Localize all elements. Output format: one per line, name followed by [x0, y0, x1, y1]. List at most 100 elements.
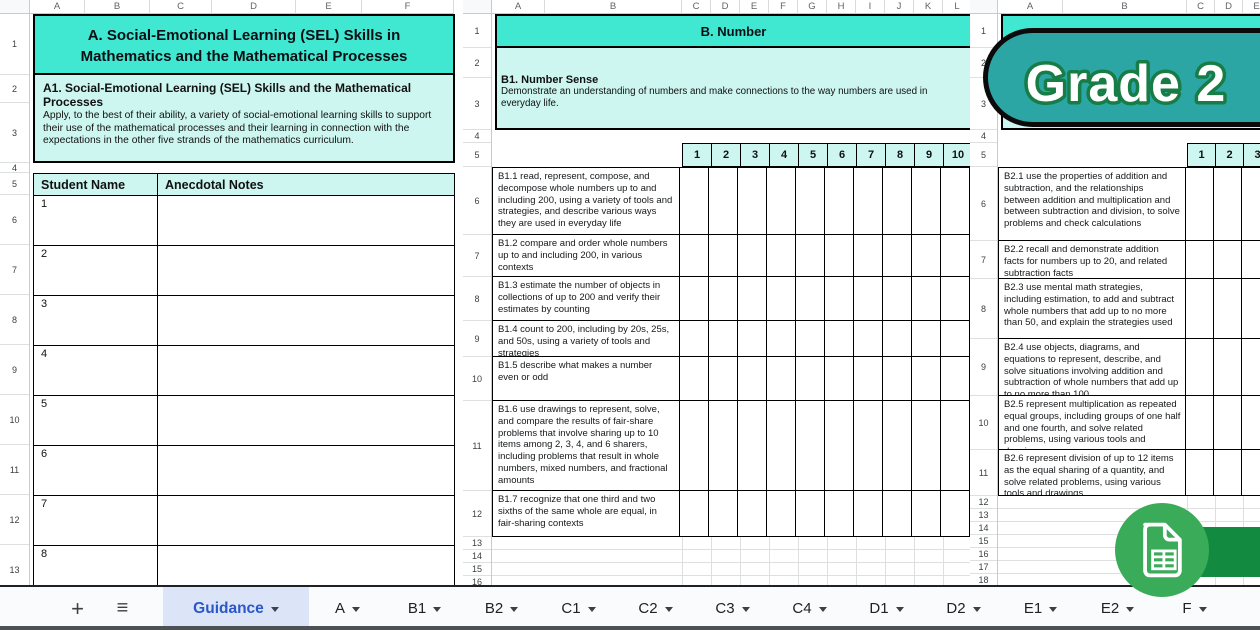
score-column-header[interactable]: 2: [712, 143, 741, 167]
row-header[interactable]: 3: [0, 103, 29, 163]
student-name-cell[interactable]: 8: [34, 546, 158, 585]
sheet-tab[interactable]: C2: [617, 587, 694, 630]
expectation-text-cell[interactable]: B2.1 use the properties of addition and …: [999, 168, 1186, 240]
row-header[interactable]: 2: [463, 48, 491, 78]
row-header[interactable]: 4: [0, 163, 29, 173]
row-header[interactable]: 12: [970, 496, 997, 509]
row-header[interactable]: 13: [463, 537, 491, 550]
score-cells[interactable]: [680, 401, 970, 490]
column-header[interactable]: F: [362, 0, 454, 14]
row-header[interactable]: 15: [463, 563, 491, 576]
overall-expectation-cell[interactable]: A1. Social-Emotional Learning (SEL) Skil…: [33, 75, 455, 163]
column-header[interactable]: I: [856, 0, 885, 14]
column-header[interactable]: H: [827, 0, 856, 14]
expectation-text-cell[interactable]: B1.2 compare and order whole numbers up …: [493, 235, 680, 276]
row-header[interactable]: 8: [970, 279, 997, 339]
row-header[interactable]: 7: [463, 235, 491, 277]
sheet-tab[interactable]: C1: [540, 587, 617, 630]
score-column-header[interactable]: 5: [799, 143, 828, 167]
score-column-header[interactable]: 9: [915, 143, 944, 167]
row-header[interactable]: 16: [463, 576, 491, 585]
row-header[interactable]: 11: [0, 445, 29, 495]
score-cells[interactable]: [1186, 450, 1260, 495]
row-header[interactable]: 14: [463, 550, 491, 563]
student-name-cell[interactable]: 6: [34, 446, 158, 495]
add-sheet-button[interactable]: +: [55, 587, 100, 630]
dropdown-arrow-icon[interactable]: [1049, 606, 1058, 616]
expectation-text-cell[interactable]: B2.4 use objects, diagrams, and equation…: [999, 339, 1186, 395]
expectation-text-cell[interactable]: B2.5 represent multiplication as repeate…: [999, 396, 1186, 449]
student-name-header-cell[interactable]: Student Name: [34, 174, 158, 195]
row-header[interactable]: 9: [463, 321, 491, 357]
column-header[interactable]: J: [885, 0, 914, 14]
score-cells[interactable]: [1186, 168, 1260, 240]
anecdotal-notes-cell[interactable]: [158, 446, 454, 495]
anecdotal-notes-cell[interactable]: [158, 346, 454, 395]
sheet-tab[interactable]: E1: [1002, 587, 1079, 630]
student-name-cell[interactable]: 3: [34, 296, 158, 345]
score-cells[interactable]: [1186, 339, 1260, 395]
row-header[interactable]: 4: [970, 130, 997, 143]
row-header[interactable]: 13: [970, 509, 997, 522]
select-all-corner[interactable]: [0, 0, 30, 14]
dropdown-arrow-icon[interactable]: [664, 606, 673, 616]
sheet-tab[interactable]: C3: [694, 587, 771, 630]
score-column-header[interactable]: 6: [828, 143, 857, 167]
expectation-text-cell[interactable]: B1.3 estimate the number of objects in c…: [493, 277, 680, 320]
score-column-header[interactable]: 7: [857, 143, 886, 167]
score-cells[interactable]: [680, 277, 970, 320]
score-column-header[interactable]: 1: [1188, 143, 1216, 167]
column-header[interactable]: C: [150, 0, 212, 14]
row-header[interactable]: 1: [463, 14, 491, 48]
anecdotal-notes-cell[interactable]: [158, 246, 454, 295]
empty-row[interactable]: [492, 130, 975, 143]
row-header[interactable]: 8: [463, 277, 491, 321]
column-header[interactable]: D: [711, 0, 740, 14]
column-header[interactable]: L: [943, 0, 972, 14]
dropdown-arrow-icon[interactable]: [818, 606, 827, 616]
row-header[interactable]: 6: [970, 167, 997, 241]
row-header[interactable]: 9: [970, 339, 997, 396]
row-header[interactable]: 1: [0, 14, 29, 75]
row-header[interactable]: 10: [970, 396, 997, 450]
row-header[interactable]: 4: [463, 130, 491, 143]
score-cells[interactable]: [680, 235, 970, 276]
row-header[interactable]: 6: [0, 195, 29, 245]
dropdown-arrow-icon[interactable]: [510, 606, 519, 616]
column-header[interactable]: D: [1215, 0, 1243, 14]
dropdown-arrow-icon[interactable]: [1126, 606, 1135, 616]
score-cells[interactable]: [680, 357, 970, 400]
dropdown-arrow-icon[interactable]: [352, 606, 360, 616]
column-header[interactable]: B: [1063, 0, 1187, 14]
row-header[interactable]: 10: [0, 395, 29, 445]
dropdown-arrow-icon[interactable]: [587, 606, 596, 616]
score-cells[interactable]: [680, 168, 970, 234]
row-header[interactable]: 16: [970, 548, 997, 561]
sheet-tab[interactable]: Guidance: [163, 587, 309, 630]
dropdown-arrow-icon[interactable]: [270, 606, 279, 616]
strand-title-cell[interactable]: A. Social-Emotional Learning (SEL) Skill…: [33, 14, 455, 75]
row-header[interactable]: 7: [0, 245, 29, 295]
strand-title-cell[interactable]: B. Number: [495, 14, 972, 48]
score-cells[interactable]: [680, 491, 970, 536]
score-column-header[interactable]: 8: [886, 143, 915, 167]
row-header[interactable]: 12: [463, 491, 491, 537]
expectation-text-cell[interactable]: B2.2 recall and demonstrate addition fac…: [999, 241, 1186, 278]
score-cells[interactable]: [680, 321, 970, 356]
expectation-text-cell[interactable]: B1.6 use drawings to represent, solve, a…: [493, 401, 680, 490]
student-name-cell[interactable]: 2: [34, 246, 158, 295]
column-header[interactable]: B: [85, 0, 150, 14]
row-header[interactable]: 7: [970, 241, 997, 279]
score-cells[interactable]: [1186, 396, 1260, 449]
sheet-tab[interactable]: B2: [463, 587, 540, 630]
expectation-text-cell[interactable]: B1.7 recognize that one third and two si…: [493, 491, 680, 536]
column-header[interactable]: D: [212, 0, 296, 14]
expectation-text-cell[interactable]: B1.5 describe what makes a number even o…: [493, 357, 680, 400]
anecdotal-notes-cell[interactable]: [158, 546, 454, 585]
column-header[interactable]: C: [1187, 0, 1215, 14]
dropdown-arrow-icon[interactable]: [741, 606, 750, 616]
row-header[interactable]: 12: [0, 495, 29, 545]
overall-expectation-cell[interactable]: B1. Number Sense Demonstrate an understa…: [495, 48, 972, 130]
column-header[interactable]: E: [740, 0, 769, 14]
dropdown-arrow-icon[interactable]: [1198, 606, 1207, 616]
